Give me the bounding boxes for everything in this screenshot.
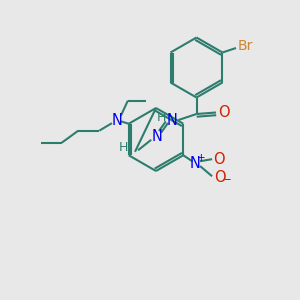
Text: N: N <box>151 129 162 144</box>
Text: N: N <box>189 156 200 171</box>
Text: N: N <box>167 113 177 128</box>
Text: +: + <box>197 153 206 163</box>
Text: H: H <box>119 141 128 154</box>
Text: −: − <box>222 173 232 186</box>
Text: N: N <box>112 112 123 128</box>
Text: H: H <box>156 111 166 124</box>
Text: O: O <box>213 152 224 167</box>
Text: O: O <box>214 170 225 185</box>
Text: Br: Br <box>238 40 253 53</box>
Text: O: O <box>218 105 229 120</box>
